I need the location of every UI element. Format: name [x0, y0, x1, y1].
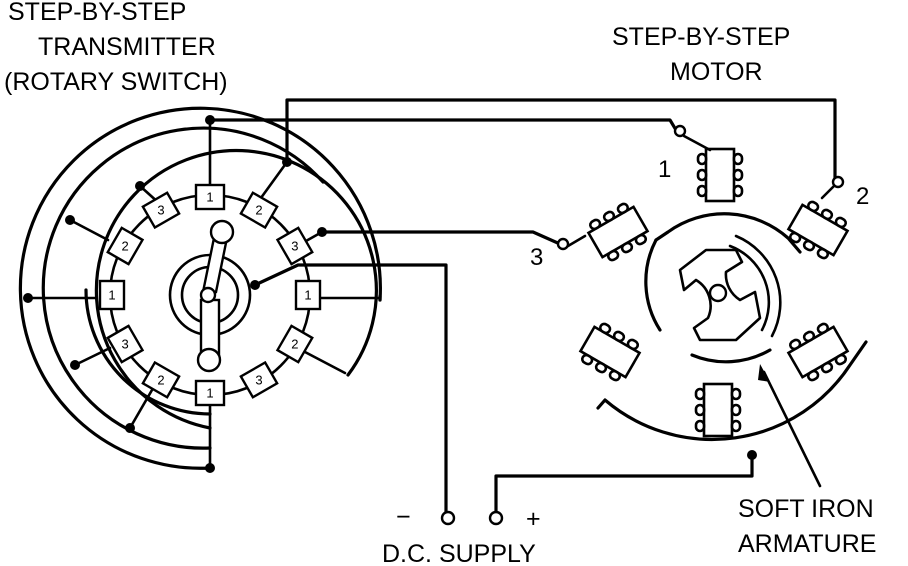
contact-segment: 1	[194, 183, 226, 211]
rotor-ring-outer	[734, 234, 782, 338]
armature-label-line2: ARMATURE	[738, 530, 876, 558]
segment-leads	[26, 118, 382, 472]
transmitter-title-line3: (ROTARY SWITCH)	[4, 68, 228, 96]
contact-segment: 1	[194, 379, 226, 407]
stator-outer-arc	[596, 340, 868, 442]
segment-label: 3	[291, 238, 298, 253]
rotor-ring-inner	[728, 244, 771, 332]
motor-coil	[786, 200, 850, 260]
brush-contact-lower	[196, 347, 222, 373]
contact-segment: 1	[98, 279, 126, 311]
segment-label: 3	[122, 336, 129, 351]
motor-coil	[694, 382, 742, 438]
contact-segment: 2	[275, 324, 314, 364]
motor-common-junction	[747, 450, 757, 460]
segment-label: 1	[108, 287, 115, 302]
pivot-icon	[199, 286, 217, 304]
segment-label: 2	[157, 372, 164, 387]
wiring-arc-4	[84, 288, 212, 416]
brush-to-supply-wire	[253, 263, 448, 517]
motor-terminal-1-label: 1	[658, 156, 671, 183]
contact-segment: 3	[106, 324, 145, 364]
brush-arm[interactable]	[196, 219, 235, 373]
wire-coil-1	[208, 118, 678, 132]
wiring-arc-3	[94, 148, 378, 430]
supply-minus-terminal[interactable]	[440, 510, 456, 526]
segment-label: 3	[255, 372, 262, 387]
supply-label: D.C. SUPPLY	[382, 540, 536, 566]
stator-upper	[654, 212, 802, 254]
wire-coil-2	[285, 98, 837, 184]
contact-segment: 3	[239, 360, 279, 399]
rotary-switch: 1 2 3 1 2 3 1 2 3 1 2 3	[18, 106, 448, 517]
supply-plus-terminal[interactable]	[488, 510, 504, 526]
segment-label: 2	[122, 238, 129, 253]
transmitter-title-line1: STEP-BY-STEP	[8, 0, 186, 26]
motor-terminal-1[interactable]	[673, 124, 687, 138]
contact-segments: 1 2 3 1 2 3 1 2 3 1 2 3	[98, 183, 322, 407]
wiring-arc-1	[18, 106, 382, 470]
supply-minus-sign: −	[396, 503, 411, 531]
segment-label: 2	[291, 336, 298, 351]
motor-coil	[696, 147, 744, 203]
segment-label: 3	[157, 203, 164, 218]
contact-segment: 2	[141, 360, 181, 399]
segment-label: 1	[304, 287, 311, 302]
stator-left-pole	[644, 238, 662, 332]
contact-segment: 2	[239, 191, 279, 230]
contact-segment: 2	[106, 226, 145, 266]
motor-coil	[578, 322, 642, 382]
armature-label-line1: SOFT IRON	[738, 495, 874, 523]
contact-segment: 3	[141, 191, 181, 230]
stator-bottom-pole	[690, 348, 772, 364]
contact-segment: 3	[275, 226, 314, 266]
motor-title-line2: MOTOR	[670, 58, 763, 86]
transmitter-title-line2: TRANSMITTER	[38, 33, 216, 61]
motor-terminal-3-label: 3	[530, 244, 543, 271]
armature-arrow-icon	[758, 364, 770, 382]
motor-coil	[586, 202, 650, 262]
motor-coils	[578, 147, 850, 438]
supply-plus-sign: +	[526, 505, 541, 533]
brush-contact-upper	[209, 219, 235, 245]
segment-label: 2	[255, 203, 262, 218]
segment-label: 1	[206, 385, 213, 400]
motor-coil	[786, 322, 850, 382]
segment-label: 1	[206, 189, 213, 204]
wire-coil-3	[320, 230, 562, 246]
armature-pivot-icon	[708, 283, 728, 303]
contact-segment: 1	[294, 279, 322, 311]
supply-plus-wire	[494, 450, 754, 517]
motor-title-line1: STEP-BY-STEP	[612, 23, 790, 51]
stepper-motor	[556, 124, 868, 488]
motor-terminal-3[interactable]	[556, 237, 570, 251]
motor-terminal-2-label: 2	[856, 183, 869, 210]
armature-pointer-line	[762, 370, 822, 488]
motor-terminal-2[interactable]	[831, 175, 845, 189]
wiring-arc-2	[41, 126, 325, 450]
